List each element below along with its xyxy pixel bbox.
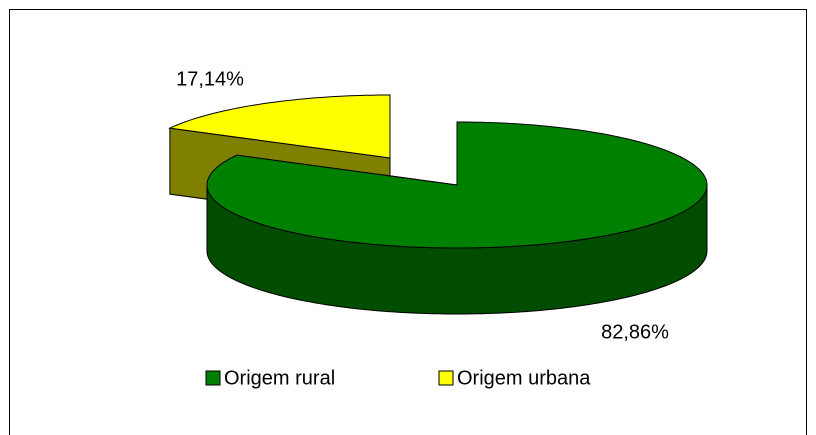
legend-label: Origem rural bbox=[224, 367, 335, 389]
pie: 17,14% 82,86% bbox=[168, 68, 708, 343]
legend-label: Origem urbana bbox=[457, 367, 591, 389]
slice bbox=[206, 121, 708, 249]
data-label: 17,14% bbox=[176, 68, 244, 90]
slice bbox=[168, 94, 391, 159]
data-label: 82,86% bbox=[601, 321, 669, 343]
legend-swatch bbox=[205, 370, 221, 386]
legend: Origem rural Origem urbana bbox=[205, 367, 591, 389]
legend-swatch bbox=[438, 370, 454, 386]
